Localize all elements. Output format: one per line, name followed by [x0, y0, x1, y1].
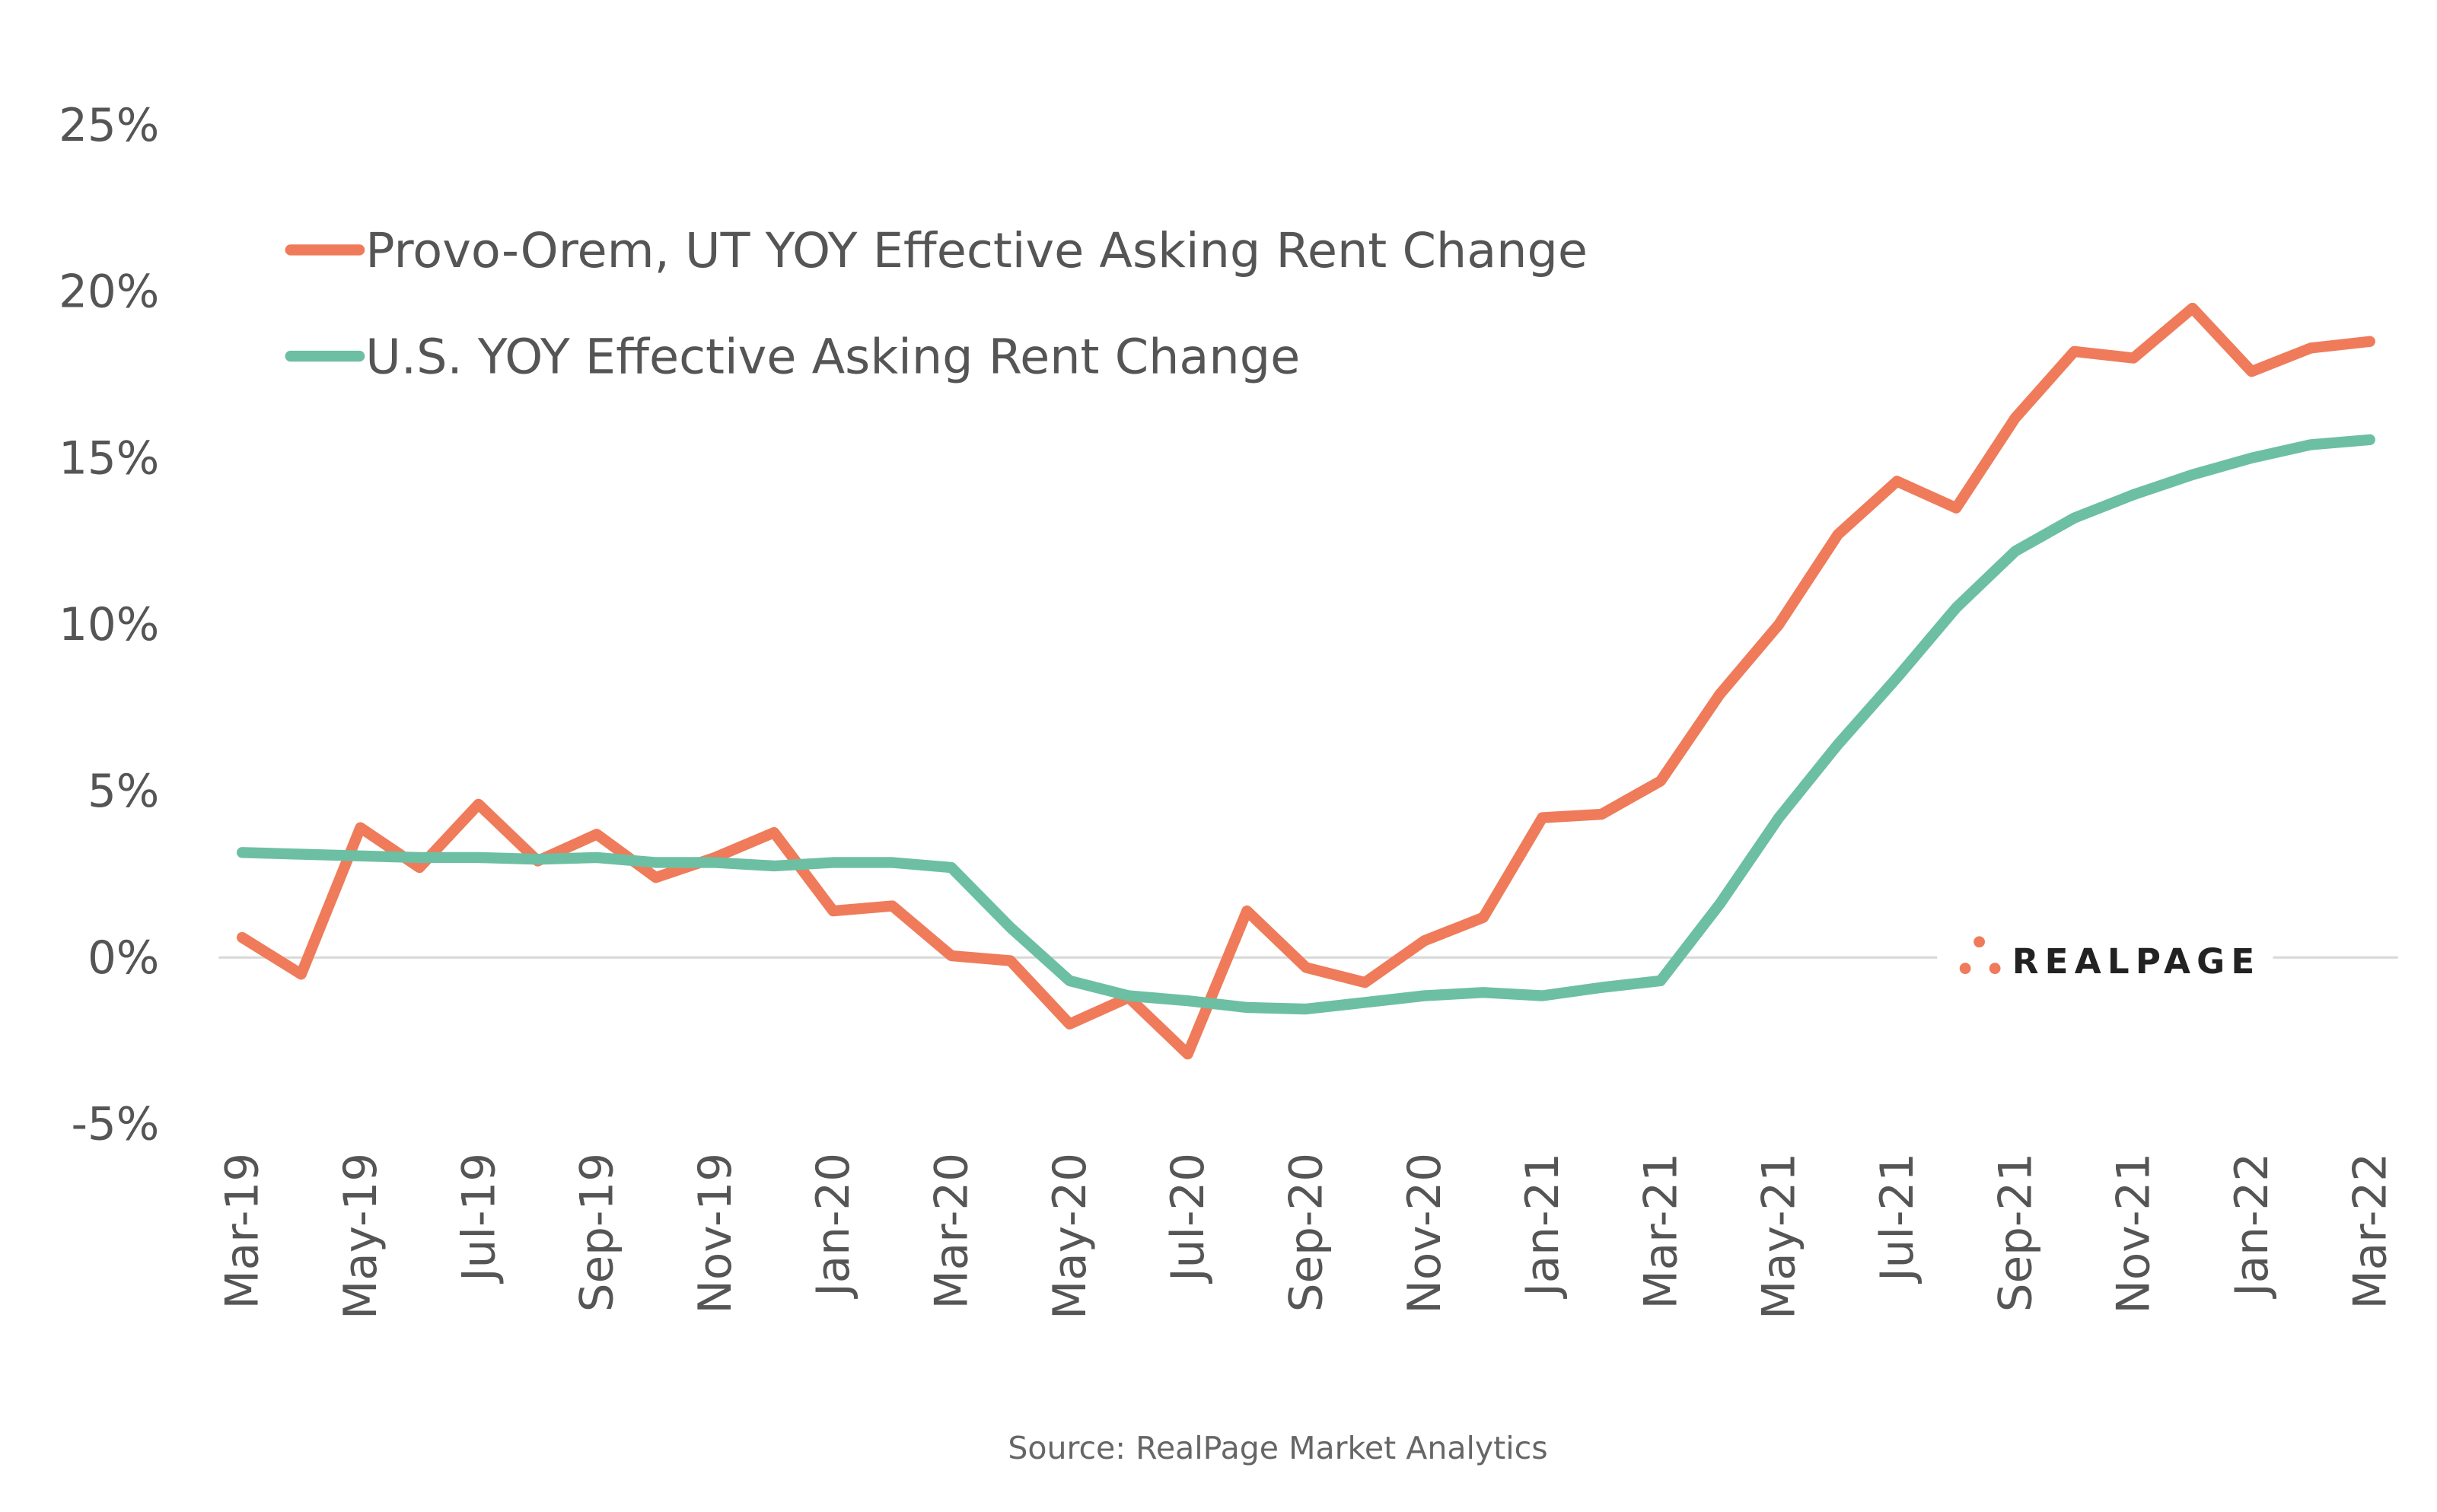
y-tick-label: 5% [88, 766, 159, 818]
x-tick-label: Nov-19 [690, 1153, 742, 1314]
x-tick-label: Jul-20 [1162, 1153, 1215, 1284]
y-tick-label: 0% [88, 932, 159, 985]
x-tick-label: Nov-20 [1399, 1153, 1451, 1314]
x-tick-label: Sep-20 [1280, 1153, 1333, 1312]
x-tick-label: May-19 [335, 1153, 387, 1319]
x-tick-label: Mar-21 [1635, 1153, 1687, 1310]
x-tick-label: Nov-21 [2108, 1153, 2161, 1314]
series-line-us [236, 434, 2375, 1015]
x-tick-label: Jan-21 [1517, 1153, 1569, 1300]
x-tick-label: Jan-22 [2226, 1153, 2279, 1300]
y-tick-label: 25% [59, 100, 159, 152]
legend-label-provo: Provo-Orem, UT YOY Effective Asking Rent… [365, 223, 1588, 279]
logo-text: REALPAGE [2012, 941, 2261, 982]
y-tick-label: 15% [59, 432, 159, 485]
logo-dot [1989, 963, 2001, 975]
logo-dot [1959, 963, 1971, 975]
x-tick-label: Jul-21 [1872, 1153, 1924, 1284]
x-tick-label: Sep-19 [572, 1153, 624, 1312]
x-tick-label: May-21 [1754, 1153, 1806, 1319]
x-tick-label: Mar-19 [217, 1153, 269, 1310]
x-tick-label: Jan-20 [808, 1153, 860, 1300]
y-tick-label: 10% [59, 599, 159, 651]
x-tick-label: Mar-20 [926, 1153, 979, 1310]
x-tick-label: Mar-22 [2344, 1153, 2397, 1310]
legend: Provo-Orem, UT YOY Effective Asking Rent… [285, 223, 1588, 386]
x-tick-label: Jul-19 [453, 1153, 505, 1284]
realpage-logo: REALPAGE [1959, 936, 2261, 982]
source-note: Source: RealPage Market Analytics [1008, 1430, 1547, 1466]
x-tick-label: Sep-21 [1989, 1153, 2042, 1312]
x-tick-label: May-20 [1044, 1153, 1097, 1319]
series-line-provo [236, 302, 2375, 1060]
legend-label-us: U.S. YOY Effective Asking Rent Change [365, 329, 1300, 386]
logo-dot [1973, 936, 1985, 948]
y-tick-label: 20% [59, 266, 159, 319]
y-tick-label: -5% [71, 1099, 159, 1151]
